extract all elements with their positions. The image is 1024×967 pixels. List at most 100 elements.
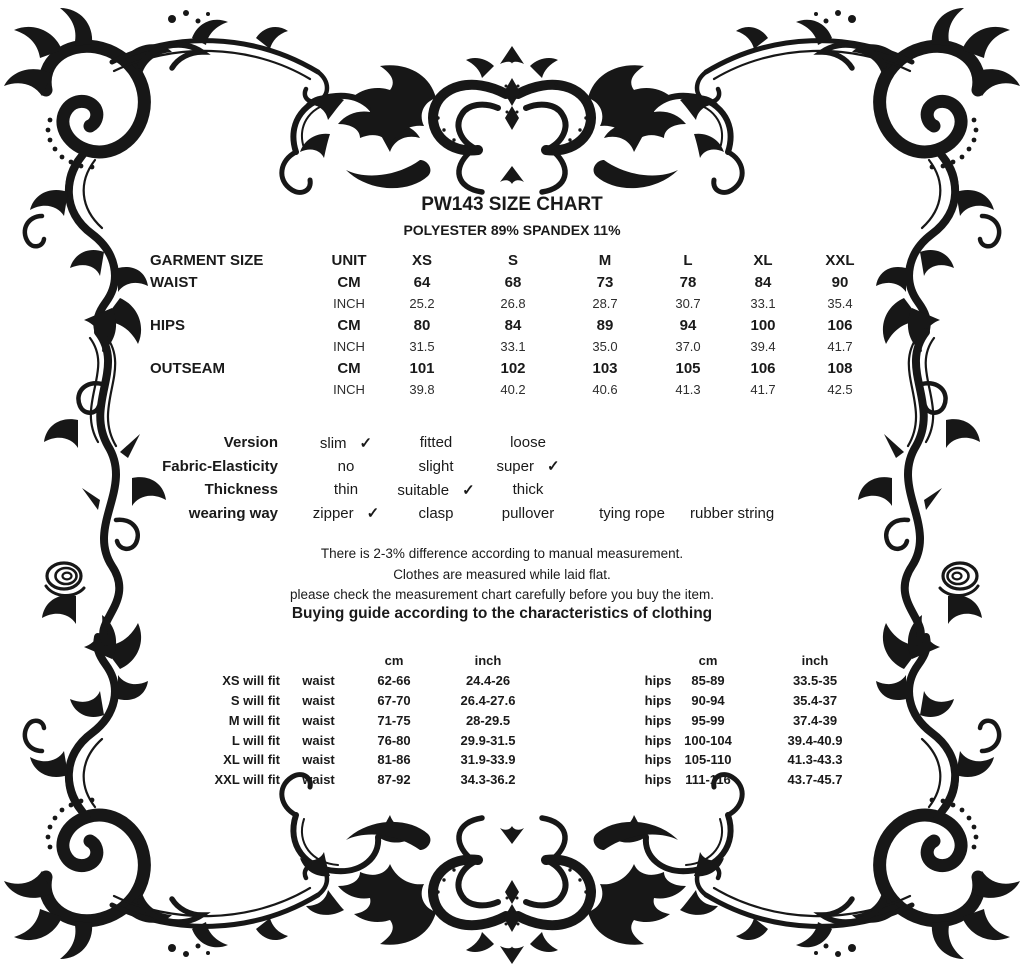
option-text: pullover <box>501 504 555 522</box>
size-value: 64 <box>413 273 431 291</box>
size-value: 101 <box>409 359 435 377</box>
option-text: no <box>337 457 355 475</box>
measure-label: WAIST <box>150 273 198 291</box>
guide-hips-cm: 100-104 <box>684 732 732 748</box>
guide-waist-label: waist <box>302 673 335 689</box>
guide-hips-label: hips <box>644 692 672 708</box>
option-text: loose <box>510 434 546 452</box>
guide-hips-label: hips <box>644 673 672 689</box>
guide-row: M will fit waist 71-75 28-29.5 hips 95-99 37.4… <box>150 710 890 730</box>
attribute-label: Fabric-Elasticity <box>162 457 278 475</box>
size-table-row: INCH 39.8 40.2 40.6 41.3 41.7 42.5 <box>150 379 880 401</box>
guide-hips-cm: 95-99 <box>691 712 725 728</box>
size-value: 41.3 <box>675 382 701 398</box>
attribute-row: wearing way zipper ✓ clasp pullover tying rop… <box>30 502 860 526</box>
option-text: tying rope <box>599 504 665 522</box>
attribute-option: suitable ✓ <box>392 481 480 499</box>
attributes-list: Version slim ✓ fitted loose Fabric-Elasticity… <box>30 431 860 525</box>
guide-row: L will fit waist 76-80 29.9-31.5 hips 100-104… <box>150 730 890 750</box>
size-table-row: WAIST CM 64 68 73 78 84 90 <box>150 272 880 294</box>
unit-label: INCH <box>333 382 365 398</box>
guide-hips-inch: 43.7-45.7 <box>787 772 843 788</box>
attribute-option: thick <box>480 481 576 498</box>
unit-label: CM <box>337 316 361 334</box>
size-table-row: INCH 31.5 33.1 35.0 37.0 39.4 41.7 <box>150 336 880 358</box>
attribute-row: Thickness thin suitable ✓ thick <box>30 478 860 502</box>
size-value: 25.2 <box>409 296 435 312</box>
option-text: slim <box>319 434 347 452</box>
guide-hips-inch: 33.5-35 <box>792 673 838 689</box>
option-text: fitted <box>419 434 453 452</box>
guide-waist-label: waist <box>302 752 335 768</box>
size-col-header: XS <box>411 252 432 270</box>
measure-label <box>150 379 320 401</box>
size-value: 108 <box>827 359 853 377</box>
size-value: 31.5 <box>409 339 435 355</box>
check-mark-icon: ✓ <box>366 505 380 523</box>
guide-hips-cm: 111-116 <box>685 772 731 788</box>
attribute-option: slight <box>392 458 480 475</box>
guide-hips-label: hips <box>644 752 672 768</box>
size-value: 42.5 <box>827 382 853 398</box>
note-line: Clothes are measured while laid flat. <box>393 566 611 582</box>
attribute-option: zipper ✓ <box>300 504 392 522</box>
guide-waist-inch: 34.3-36.2 <box>460 772 516 788</box>
guide-waist-cm: 87-92 <box>377 772 411 788</box>
guide-waist-label: waist <box>302 772 335 788</box>
size-value: 26.8 <box>500 296 526 312</box>
buying-guide-heading: Buying guide according to the characteri… <box>291 605 713 622</box>
size-value: 41.7 <box>750 382 776 398</box>
option-text: clasp <box>418 504 454 522</box>
guide-hips-inch: 37.4-39 <box>792 712 838 728</box>
guide-hips-cm: 85-89 <box>691 673 725 689</box>
option-text: suitable <box>397 481 450 499</box>
guide-col-header: cm <box>698 653 718 669</box>
check-mark-icon: ✓ <box>462 481 475 499</box>
guide-waist-cm: 62-66 <box>377 673 411 689</box>
attribute-label: wearing way <box>188 504 278 522</box>
size-value: 100 <box>750 316 776 334</box>
size-value: 68 <box>504 273 522 291</box>
guide-waist-label: waist <box>302 712 335 728</box>
size-col-header: L <box>683 252 693 270</box>
size-value: 40.6 <box>592 382 618 398</box>
guide-hips-inch: 41.3-43.3 <box>787 752 843 768</box>
page-title: PW143 SIZE CHART <box>421 194 603 215</box>
size-value: 105 <box>675 359 701 377</box>
guide-hips-inch: 35.4-37 <box>792 692 838 708</box>
measurement-notes: There is 2-3% difference according to ma… <box>132 544 872 606</box>
guide-waist-inch: 29.9-31.5 <box>460 732 516 748</box>
size-value: 28.7 <box>592 296 618 312</box>
size-value: 89 <box>596 316 614 334</box>
option-text: thin <box>333 481 359 499</box>
size-value: 35.0 <box>592 339 618 355</box>
check-mark-icon: ✓ <box>546 458 560 476</box>
attribute-option: loose <box>480 434 576 451</box>
guide-size-label: L will fit <box>231 732 280 748</box>
attribute-option: clasp <box>392 505 480 522</box>
guide-row: XXL will fit waist 87-92 34.3-36.2 hips 111-1… <box>150 770 890 790</box>
attribute-option: tying rope <box>576 505 688 522</box>
guide-waist-cm: 71-75 <box>377 712 411 728</box>
attribute-option: super ✓ <box>480 457 576 475</box>
size-value: 39.4 <box>750 339 776 355</box>
size-value: 37.0 <box>675 339 701 355</box>
note-line: There is 2-3% difference according to ma… <box>320 546 684 561</box>
guide-waist-cm: 67-70 <box>377 692 411 708</box>
guide-size-label: XXL will fit <box>214 772 281 788</box>
guide-waist-inch: 28-29.5 <box>465 712 511 728</box>
size-value: 106 <box>750 359 776 377</box>
attribute-option: slim ✓ <box>300 434 392 452</box>
size-value: 33.1 <box>750 296 776 312</box>
attribute-label: Version <box>223 434 278 452</box>
option-text: rubber string <box>690 504 775 522</box>
note-line: please check the measurement chart caref… <box>290 587 714 602</box>
guide-waist-cm: 81-86 <box>377 752 411 768</box>
buying-guide-table: cm inch cm inch XS will fit waist 62-66 24.4-26… <box>150 651 890 790</box>
guide-hips-label: hips <box>644 772 672 788</box>
size-value: 94 <box>679 316 697 334</box>
size-col-header: XL <box>753 252 773 270</box>
guide-hips-cm: 105-110 <box>684 752 732 768</box>
guide-size-label: S will fit <box>230 692 280 708</box>
option-text: zipper <box>312 505 354 523</box>
